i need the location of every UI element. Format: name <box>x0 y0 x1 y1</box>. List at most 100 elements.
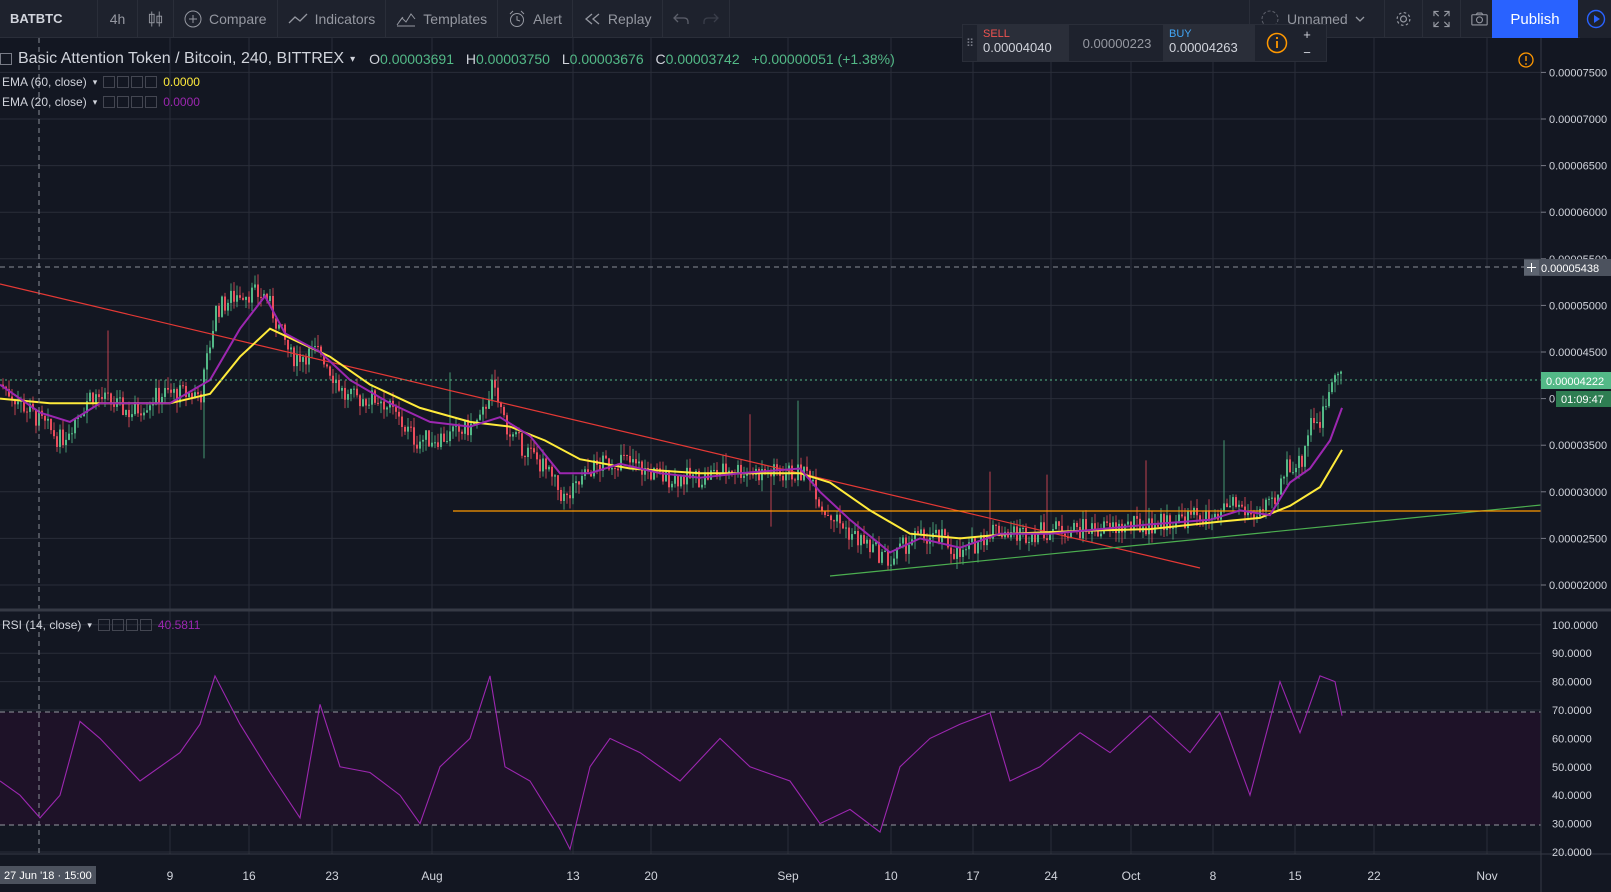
price-chart[interactable]: 0.00007500 0.00007000 0.00006500 0.00006000… <box>0 38 1611 892</box>
candle-body <box>1271 497 1273 499</box>
candle-body <box>854 531 856 535</box>
candle-body <box>1328 392 1330 407</box>
settings-icon[interactable] <box>117 76 130 88</box>
ema20-legend[interactable]: EMA (20, close) ▾ 0.0000 <box>2 95 200 109</box>
plus-icon[interactable]: + <box>1303 26 1311 42</box>
close-icon[interactable] <box>145 76 158 88</box>
layout-button[interactable]: Unnamed <box>1249 0 1385 38</box>
chevron-down-icon[interactable]: ▾ <box>92 96 98 107</box>
redo-icon[interactable] <box>702 13 719 25</box>
settings-button[interactable] <box>1385 0 1423 38</box>
undo-icon[interactable] <box>672 13 689 25</box>
candle-body <box>1046 538 1048 541</box>
candle-body <box>653 468 655 480</box>
candle-body <box>293 347 295 367</box>
minus-icon[interactable]: − <box>1303 44 1311 60</box>
candle-body <box>1079 527 1081 539</box>
rsi-controls[interactable] <box>97 619 152 631</box>
collapse-legend-icon[interactable] <box>0 53 12 65</box>
candle-body <box>536 452 538 460</box>
candle-body <box>842 523 844 529</box>
chevron-down-icon[interactable]: ▾ <box>92 76 98 87</box>
candle-body <box>1097 530 1099 537</box>
symbol-search-button[interactable]: BATBTC <box>0 0 98 38</box>
interval-button[interactable]: 4h <box>98 0 138 38</box>
candle-body <box>377 402 379 404</box>
legend-title[interactable]: Basic Attention Token / Bitcoin, 240, BI… <box>18 50 345 67</box>
candle-body <box>1286 459 1288 477</box>
sell-button[interactable]: SELL 0.00004040 <box>977 25 1069 61</box>
candle-body <box>71 433 73 435</box>
ema60-line <box>0 327 1343 540</box>
candle-body <box>1013 526 1015 533</box>
chart-style-button[interactable] <box>138 0 174 38</box>
candle-body <box>527 447 529 458</box>
candle-body <box>1277 494 1279 505</box>
candle-body <box>992 524 994 539</box>
drag-handle-icon[interactable]: ⠿ <box>965 37 975 50</box>
candle-body <box>458 425 460 432</box>
resistance-trendline[interactable] <box>0 283 1201 569</box>
close-icon[interactable] <box>139 619 152 631</box>
plus-icon[interactable] <box>125 619 138 631</box>
rsi-label[interactable]: RSI (14, close) <box>2 618 82 632</box>
candle-body <box>977 541 979 554</box>
support-trendline[interactable] <box>829 504 1542 577</box>
chevron-down-icon[interactable]: ▾ <box>87 619 92 630</box>
chevron-down-icon[interactable]: ▾ <box>350 53 356 65</box>
plus-icon[interactable] <box>131 76 144 88</box>
candle-body <box>446 441 448 443</box>
candle-body <box>887 550 889 566</box>
candle-body <box>437 442 439 447</box>
candle-body <box>74 418 76 434</box>
candle-body <box>323 354 325 365</box>
candle-body <box>761 469 763 481</box>
publish-button[interactable]: Publish <box>1492 0 1578 38</box>
eye-icon[interactable] <box>103 76 116 88</box>
candle-body <box>245 296 247 300</box>
candle-body <box>1238 504 1240 507</box>
candle-body <box>1226 503 1228 508</box>
plus-icon[interactable] <box>131 96 144 108</box>
compare-button[interactable]: Compare <box>174 0 278 38</box>
settings-icon[interactable] <box>111 619 124 631</box>
ema60-label[interactable]: EMA (60, close) <box>2 75 87 89</box>
eye-icon[interactable] <box>103 96 116 108</box>
candle-body <box>422 439 424 442</box>
indicators-button[interactable]: Indicators <box>278 0 387 38</box>
eye-icon[interactable] <box>97 619 110 631</box>
candle-body <box>737 464 739 475</box>
replay-button[interactable]: Replay <box>573 0 663 38</box>
settings-icon[interactable] <box>117 96 130 108</box>
warning-icon[interactable] <box>1518 52 1534 68</box>
rsi-scale[interactable]: 100.0000 90.0000 80.0000 70.0000 60.0000 50.0… <box>1552 620 1598 859</box>
candle-body <box>1094 523 1096 531</box>
ema20-controls[interactable] <box>103 96 158 108</box>
candle-body <box>53 430 55 437</box>
candle-body <box>272 295 274 319</box>
time-scale[interactable]: 9 16 23 Aug 13 20 Sep 10 17 24 Oct 8 15 22 Nov <box>167 869 1498 883</box>
candle-body <box>191 393 193 398</box>
price-tick-label: 0.00005000 <box>1549 300 1607 312</box>
candle-body <box>920 529 922 534</box>
ema60-controls[interactable] <box>103 76 158 88</box>
alert-button[interactable]: Alert <box>498 0 573 38</box>
fullscreen-button[interactable] <box>1423 0 1461 38</box>
close-icon[interactable] <box>145 96 158 108</box>
candle-body <box>266 293 268 301</box>
rsi-tick-label: 20.0000 <box>1552 847 1592 859</box>
info-button[interactable] <box>1257 25 1297 61</box>
ema20-label[interactable]: EMA (20, close) <box>2 95 87 109</box>
rsi-legend[interactable]: RSI (14, close) ▾ 40.5811 <box>2 618 200 632</box>
ema60-legend[interactable]: EMA (60, close) ▾ 0.0000 <box>2 75 200 89</box>
buy-button[interactable]: BUY 0.00004263 <box>1163 25 1255 61</box>
candle-body <box>1247 511 1249 516</box>
play-button[interactable] <box>1580 0 1611 38</box>
price-tick-label: 0.00007500 <box>1549 67 1607 79</box>
candle-body <box>917 531 919 534</box>
candle-body <box>281 324 283 326</box>
templates-button[interactable]: Templates <box>386 0 499 38</box>
candle-body <box>104 392 106 400</box>
candle-body <box>566 493 568 496</box>
gear-icon <box>1396 11 1411 26</box>
